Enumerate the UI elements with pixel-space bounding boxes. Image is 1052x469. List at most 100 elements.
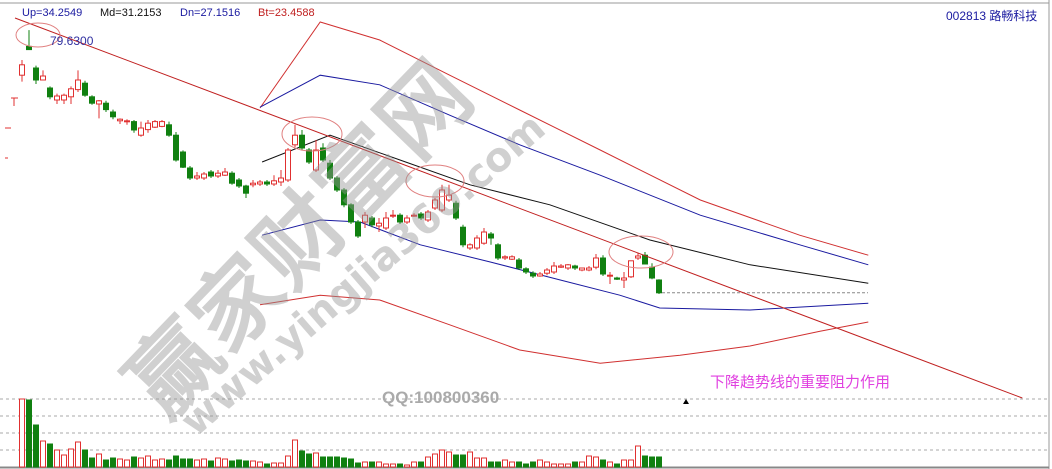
candle <box>649 263 655 280</box>
candle <box>509 255 515 260</box>
volume-bar <box>460 454 466 468</box>
volume-bar <box>138 457 144 468</box>
bollinger-bands <box>259 21 869 364</box>
volume-bar <box>299 450 305 468</box>
candle <box>341 188 347 208</box>
volume-bar <box>355 462 361 468</box>
candle-body <box>264 181 270 185</box>
candle-body <box>54 95 60 101</box>
candle <box>124 119 130 125</box>
legend-bt: Bt=23.4588 <box>258 7 315 19</box>
candle-body <box>551 265 557 273</box>
candle-body <box>537 273 543 277</box>
candle <box>194 172 200 180</box>
candle <box>635 252 641 260</box>
candlesticks <box>19 30 868 294</box>
candle <box>642 252 648 265</box>
candle-body <box>404 217 410 223</box>
candle <box>432 198 438 210</box>
volume-bar <box>327 456 333 468</box>
candle-body <box>124 120 130 123</box>
candle <box>285 148 291 182</box>
volume-bar <box>607 461 613 468</box>
volume-bar <box>411 461 417 468</box>
candle <box>96 100 102 119</box>
candle-body <box>299 134 305 149</box>
volume-bar <box>145 455 151 468</box>
volume-bar <box>187 458 193 468</box>
candle-body <box>635 255 641 259</box>
volume-bar <box>215 457 221 468</box>
candle <box>131 120 137 133</box>
legend-up: Up=34.2549 <box>22 7 83 19</box>
candle <box>313 140 319 172</box>
candle-body <box>152 121 158 128</box>
candle-body <box>495 244 501 259</box>
candle-body <box>593 257 599 268</box>
candle <box>551 262 557 274</box>
candle-body <box>208 171 214 177</box>
candle-body <box>390 214 396 217</box>
candle <box>278 170 284 186</box>
candle-body <box>131 121 137 131</box>
volume-bar <box>285 455 291 468</box>
volume-bar <box>26 399 32 468</box>
candle-body <box>348 204 354 223</box>
volume-bar <box>320 456 326 468</box>
volume-bar <box>117 458 123 468</box>
candle-body <box>362 214 368 223</box>
candle <box>327 160 333 180</box>
volume-bar <box>383 463 389 468</box>
candle-body <box>334 177 340 191</box>
candle <box>103 100 109 112</box>
bollinger-outer-lower <box>259 294 869 364</box>
volume-bar <box>61 454 67 468</box>
candle-body <box>82 82 88 96</box>
candle <box>607 272 613 284</box>
candle <box>439 184 445 212</box>
volume-bar <box>313 452 319 468</box>
volume-bar <box>292 439 298 468</box>
volume-bar <box>341 457 347 468</box>
circle-touch-1 <box>281 116 343 152</box>
candle <box>222 168 228 176</box>
candle <box>621 272 627 288</box>
candle <box>453 200 459 220</box>
candle-body <box>138 127 144 136</box>
candle-body <box>425 211 431 221</box>
candle-body <box>180 151 186 168</box>
volume-bar <box>530 461 536 468</box>
volume-bar <box>404 464 410 468</box>
candle <box>404 215 410 224</box>
candle-body <box>68 88 74 98</box>
volume-bar <box>397 463 403 468</box>
candle <box>117 118 123 124</box>
volume-bar <box>614 463 620 468</box>
candle <box>250 180 256 188</box>
candle <box>159 120 165 128</box>
volume-bar <box>439 449 445 468</box>
candle <box>516 258 522 270</box>
candle <box>523 267 529 274</box>
volume-bars <box>19 398 662 468</box>
candle <box>229 171 235 185</box>
candle <box>271 175 277 186</box>
candle <box>425 210 431 222</box>
candle <box>600 255 606 276</box>
candle-body <box>649 266 655 279</box>
volume-bar <box>96 453 102 468</box>
volume-bar <box>551 463 557 468</box>
volume-bar <box>467 451 473 468</box>
candle <box>61 93 67 104</box>
candle <box>558 264 564 268</box>
volume-bar <box>586 455 592 468</box>
candle-body <box>453 202 459 219</box>
trendline <box>14 17 1023 399</box>
candle <box>68 86 74 104</box>
volume-bar <box>446 451 452 468</box>
candle <box>579 267 585 272</box>
candle-body <box>117 118 123 122</box>
candle-body <box>600 257 606 275</box>
volume-bar <box>495 461 501 468</box>
candle <box>565 264 571 270</box>
